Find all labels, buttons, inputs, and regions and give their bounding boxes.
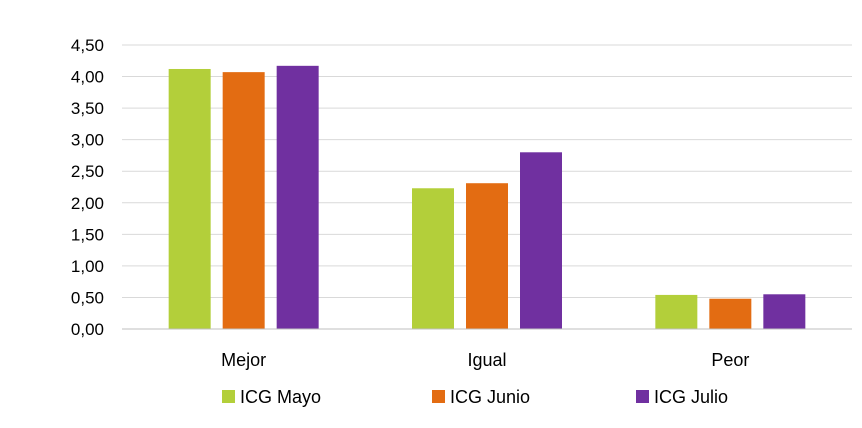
bar <box>222 72 265 329</box>
legend-label: ICG Julio <box>654 387 728 407</box>
bar <box>763 294 806 329</box>
legend-swatch <box>636 390 649 403</box>
x-category-label: Mejor <box>221 350 266 370</box>
y-tick-label: 2,00 <box>71 194 104 213</box>
y-tick-label: 1,00 <box>71 257 104 276</box>
legend-swatch <box>432 390 445 403</box>
bar <box>655 294 698 329</box>
bar <box>520 152 562 329</box>
x-category-label: Peor <box>711 350 749 370</box>
y-tick-label: 1,50 <box>71 225 104 244</box>
y-tick-label: 0,50 <box>71 288 104 307</box>
y-axis: 0,00 0,50 1,00 1,50 2,00 2,50 3,00 3,50 4,00 4,50 <box>71 36 104 339</box>
y-tick-label: 2,50 <box>71 162 104 181</box>
bar <box>709 298 752 329</box>
y-tick-label: 4,00 <box>71 68 104 87</box>
bars <box>168 65 806 330</box>
bar <box>466 183 508 329</box>
legend-swatch <box>222 390 235 403</box>
y-tick-label: 4,50 <box>71 36 104 55</box>
bar <box>276 65 319 330</box>
y-tick-label: 3,50 <box>71 99 104 118</box>
y-tick-label: 0,00 <box>71 320 104 339</box>
legend-label: ICG Junio <box>450 387 530 407</box>
y-tick-label: 3,00 <box>71 131 104 150</box>
legend-label: ICG Mayo <box>240 387 321 407</box>
bar <box>412 188 454 329</box>
x-category-label: Igual <box>467 350 506 370</box>
x-axis: Mejor Igual Peor <box>122 328 852 370</box>
legend: ICG Mayo ICG Junio ICG Julio <box>222 387 728 407</box>
bar <box>168 68 211 329</box>
